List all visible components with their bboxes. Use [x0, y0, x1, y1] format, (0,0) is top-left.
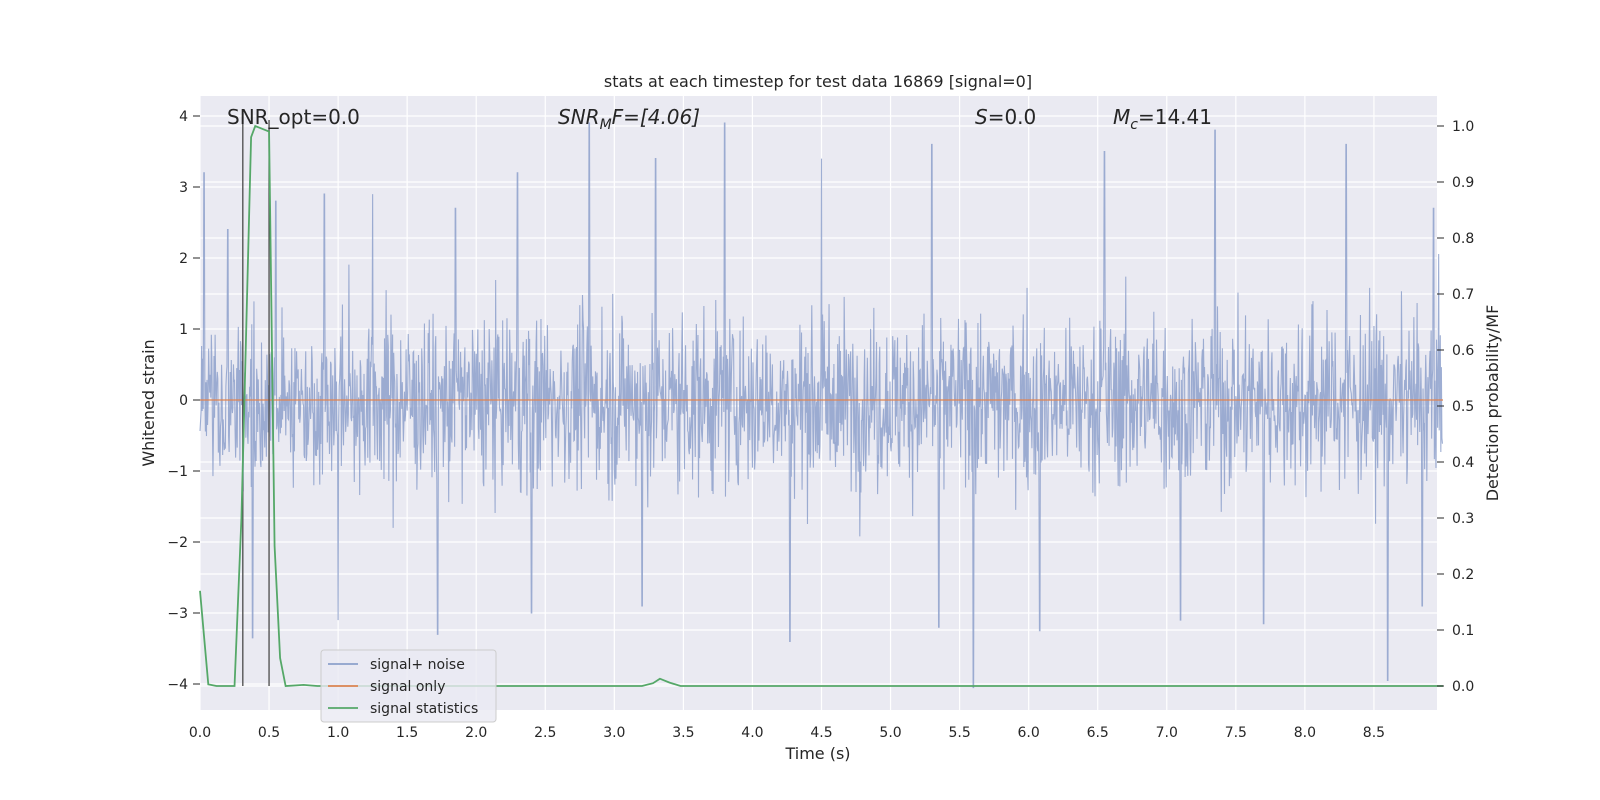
annotation-s-symbol: S	[975, 105, 988, 129]
line-signal-statistics	[199, 124, 1443, 687]
y-tick-label: 3	[179, 180, 188, 196]
annotation-snr-mf-rest-f: F=[4.06]	[612, 105, 700, 129]
annotation-mc-sub: c	[1130, 117, 1138, 133]
y-right-tick-label: 0.3	[1452, 511, 1474, 527]
x-tick-label: 5.5	[948, 725, 970, 741]
x-tick-label: 7.0	[1156, 725, 1178, 741]
y-tick-label: 4	[179, 109, 188, 125]
x-tick-labels: 0.0 0.5 1.0 1.5 2.0 2.5 3.0 3.5 4.0 4.5 5.0 5.5 6.0 6…	[189, 725, 1385, 741]
x-tick-label: 4.0	[741, 725, 763, 741]
annotation-s: S=0.0	[975, 105, 1036, 129]
x-tick-label: 5.0	[879, 725, 901, 741]
x-tick-label: 1.5	[396, 725, 418, 741]
y-axis-label: Whitened strain	[139, 339, 158, 466]
y-tick-label: −2	[167, 535, 188, 551]
annotation-s-value: =0.0	[988, 105, 1037, 129]
x-tick-label: 0.5	[258, 725, 280, 741]
x-tick-label: 2.0	[465, 725, 487, 741]
x-tick-label: 1.0	[327, 725, 349, 741]
x-axis-label: Time (s)	[784, 744, 850, 763]
y-right-tick-label: 0.5	[1452, 399, 1474, 415]
series-signal-noise	[199, 122, 1443, 689]
y-right-axis-label: Detection probability/MF	[1483, 305, 1502, 502]
annotation-snr-mf-base: SNR	[558, 105, 600, 129]
annotation-mc: Mc=14.41	[1113, 105, 1212, 133]
y-right-tick-label: 0.9	[1452, 175, 1474, 191]
y-right-tick-labels: 1.0 0.9 0.8 0.7 0.6 0.5 0.4 0.3 0.2 0.1 0.0	[1437, 119, 1474, 695]
x-tick-label: 6.5	[1087, 725, 1109, 741]
vertical-markers	[242, 120, 270, 686]
y-tick-label: 0	[179, 393, 188, 409]
y-right-tick-label: 0.2	[1452, 567, 1474, 583]
y-tick-label: −4	[167, 677, 188, 693]
y-right-tick-label: 0.6	[1452, 343, 1474, 359]
annotation-mc-value: =14.41	[1138, 105, 1212, 129]
x-tick-label: 4.5	[810, 725, 832, 741]
annotation-snr-mf: SNRMF=[4.06]	[558, 105, 700, 133]
x-tick-label: 3.5	[672, 725, 694, 741]
y-tick-labels: 4 3 2 1 0 −1 −2 −3 −4	[167, 109, 200, 693]
x-tick-label: 7.5	[1225, 725, 1247, 741]
y-tick-label: −1	[167, 464, 188, 480]
x-tick-label: 3.0	[603, 725, 625, 741]
y-right-tick-label: 1.0	[1452, 119, 1474, 135]
y-tick-label: −3	[167, 606, 188, 622]
annotation-snr-mf-sub: M	[600, 117, 612, 133]
y-tick-label: 2	[179, 251, 188, 267]
y-right-tick-label: 0.8	[1452, 231, 1474, 247]
y-tick-label: 1	[179, 322, 188, 338]
y-right-tick-label: 0.0	[1452, 679, 1474, 695]
legend-box	[320, 649, 497, 723]
x-tick-label: 8.0	[1294, 725, 1316, 741]
chart-title: stats at each timestep for test data 168…	[604, 72, 1032, 91]
legend-label-signal-statistics: signal statistics	[370, 701, 478, 717]
x-tick-label: 0.0	[189, 725, 211, 741]
x-tick-label: 8.5	[1363, 725, 1385, 741]
annotation-snr-opt: SNR_opt=0.0	[227, 105, 360, 129]
legend-label-signal-only: signal only	[370, 679, 445, 695]
y-right-tick-label: 0.1	[1452, 623, 1474, 639]
x-tick-label: 2.5	[534, 725, 556, 741]
series-signal-statistics	[199, 124, 1443, 687]
legend: signal+ noise signal only signal statist…	[320, 649, 497, 723]
y-right-tick-label: 0.7	[1452, 287, 1474, 303]
x-tick-label: 6.0	[1018, 725, 1040, 741]
legend-label-signal-noise: signal+ noise	[370, 657, 465, 673]
annotation-mc-base: M	[1113, 105, 1130, 129]
line-signal-noise	[199, 122, 1443, 689]
y-right-tick-label: 0.4	[1452, 455, 1474, 471]
